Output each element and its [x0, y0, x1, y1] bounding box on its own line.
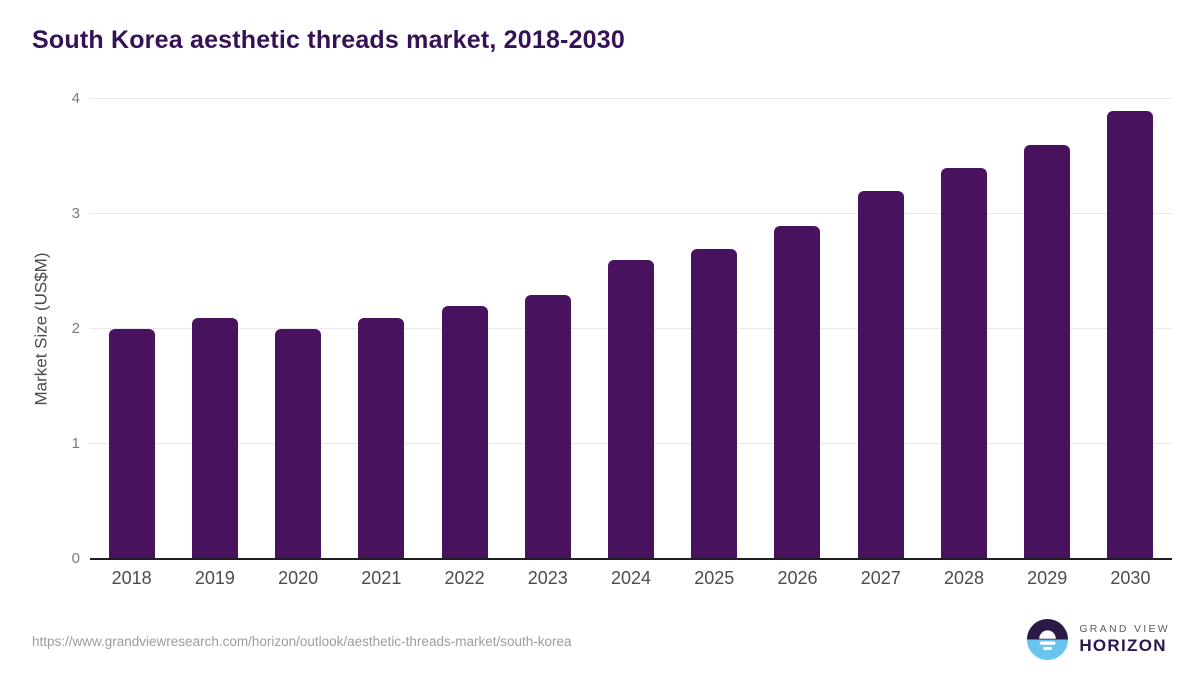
bar-2025 [691, 248, 738, 559]
x-label-2028: 2028 [943, 568, 984, 588]
logo-text: GRAND VIEW HORIZON [1079, 622, 1170, 657]
brand-logo: GRAND VIEW HORIZON [1026, 618, 1170, 661]
bar-2028 [940, 168, 987, 559]
x-axis-labels: 2018 2019 2020 2021 2022 2023 2024 2025 2026 2027… [90, 568, 1172, 589]
x-axis-line [90, 558, 1172, 560]
bar-2026 [774, 225, 821, 559]
y-tick-2: 2 [71, 320, 80, 337]
bar-2023 [524, 294, 571, 559]
chart-title: South Korea aesthetic threads market, 20… [32, 26, 625, 54]
horizon-logo-icon [1027, 618, 1069, 661]
bar-slot-2024 [589, 99, 672, 559]
y-tick-4: 4 [71, 90, 80, 107]
bar-slot-2026 [756, 99, 839, 559]
bar-slot-2023 [506, 99, 589, 559]
bar-slot-2020 [256, 99, 339, 559]
y-tick-1: 1 [71, 435, 80, 452]
x-label-2019: 2019 [194, 568, 235, 588]
bar-2030 [1107, 110, 1154, 559]
y-tick-3: 3 [71, 205, 80, 222]
bar-slot-2022 [423, 99, 506, 559]
bar-2022 [441, 306, 488, 559]
bar-2029 [1024, 145, 1071, 559]
x-label-2030: 2030 [1110, 568, 1151, 588]
plot-area: 0 1 2 3 4 [72, 91, 1172, 567]
bar-slot-2028 [922, 99, 1005, 559]
logo-top-text: GRAND VIEW [1079, 623, 1170, 636]
bar-slot-2019 [173, 99, 256, 559]
x-label-2027: 2027 [860, 568, 901, 588]
x-label-2022: 2022 [444, 568, 485, 588]
x-label-2020: 2020 [278, 568, 319, 588]
source-url: https://www.grandviewresearch.com/horizo… [32, 634, 572, 649]
bar-slot-2027 [839, 99, 922, 559]
gridline-3 [90, 213, 1172, 214]
bar-slot-2025 [673, 99, 756, 559]
bar-2024 [608, 260, 655, 559]
x-label-2021: 2021 [361, 568, 402, 588]
x-label-2025: 2025 [694, 568, 735, 588]
bar-slot-2021 [340, 99, 423, 559]
bar-2021 [358, 317, 405, 559]
x-label-2023: 2023 [527, 568, 568, 588]
bar-2019 [191, 317, 238, 559]
bar-2018 [108, 329, 155, 559]
bar-2027 [857, 191, 904, 559]
x-label-2018: 2018 [111, 568, 152, 588]
bar-slot-2029 [1006, 99, 1089, 559]
y-axis-title: Market Size (US$M) [31, 252, 51, 406]
bar-2020 [275, 329, 322, 559]
gridline-4 [90, 98, 1172, 99]
bar-slot-2018 [90, 99, 173, 559]
bar-series [90, 99, 1172, 559]
logo-bottom-text: HORIZON [1079, 636, 1167, 656]
x-label-2029: 2029 [1027, 568, 1068, 588]
x-label-2026: 2026 [777, 568, 818, 588]
y-tick-0: 0 [71, 550, 80, 567]
x-label-2024: 2024 [611, 568, 652, 588]
bar-slot-2030 [1089, 99, 1172, 559]
